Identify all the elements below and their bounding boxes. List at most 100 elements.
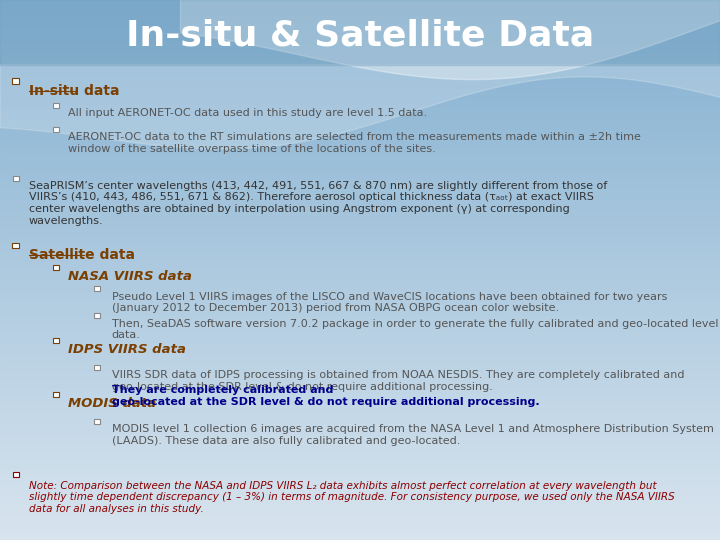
Bar bbox=[0, 472, 720, 475]
Bar bbox=[0, 251, 720, 254]
Bar bbox=[0, 432, 720, 435]
Text: VIIRS SDR data of IDPS processing is obtained from NOAA NESDIS. They are complet: VIIRS SDR data of IDPS processing is obt… bbox=[112, 370, 684, 392]
Bar bbox=[0, 248, 720, 251]
Bar bbox=[0, 400, 720, 402]
Bar bbox=[0, 254, 720, 256]
Bar bbox=[0, 294, 720, 297]
Bar bbox=[0, 429, 720, 432]
Text: Satellite data: Satellite data bbox=[29, 248, 135, 262]
Bar bbox=[0, 170, 720, 173]
Bar bbox=[0, 535, 720, 537]
Text: Note: Comparison between the NASA and IDPS VIIRS L₂ data exhibits almost perfect: Note: Comparison between the NASA and ID… bbox=[29, 481, 675, 514]
Bar bbox=[0, 192, 720, 194]
Bar bbox=[0, 413, 720, 416]
Bar bbox=[0, 275, 720, 278]
Text: In-situ & Satellite Data: In-situ & Satellite Data bbox=[126, 18, 594, 52]
Text: Pseudo Level 1 VIIRS images of the LISCO and WaveCIS locations have been obtaine: Pseudo Level 1 VIIRS images of the LISCO… bbox=[112, 292, 667, 313]
Bar bbox=[0, 424, 720, 427]
Bar bbox=[0, 94, 720, 97]
Text: SeaPRISM’s center wavelengths (413, 442, 491, 551, 667 & 870 nm) are slightly di: SeaPRISM’s center wavelengths (413, 442,… bbox=[29, 181, 607, 226]
Bar bbox=[0, 57, 720, 59]
Bar bbox=[0, 138, 720, 140]
Bar bbox=[0, 340, 720, 343]
Bar bbox=[0, 489, 720, 491]
Bar bbox=[0, 124, 720, 127]
Text: All input AERONET-OC data used in this study are level 1.5 data.: All input AERONET-OC data used in this s… bbox=[68, 108, 428, 118]
Bar bbox=[0, 62, 720, 65]
Bar bbox=[0, 510, 720, 513]
Bar bbox=[0, 178, 720, 181]
Bar bbox=[0, 448, 720, 451]
Bar bbox=[0, 475, 720, 478]
Bar bbox=[0, 176, 720, 178]
Bar bbox=[0, 68, 720, 70]
Text: AERONET-OC data to the RT simulations are selected from the measurements made wi: AERONET-OC data to the RT simulations ar… bbox=[68, 132, 642, 154]
Bar bbox=[0, 497, 720, 500]
Bar bbox=[0, 140, 720, 143]
Bar bbox=[0, 51, 720, 54]
Bar bbox=[0, 14, 720, 16]
Bar bbox=[0, 491, 720, 494]
Bar bbox=[0, 354, 720, 356]
Bar bbox=[0, 184, 720, 186]
Bar bbox=[0, 316, 720, 319]
Bar bbox=[0, 154, 720, 157]
FancyBboxPatch shape bbox=[94, 313, 101, 319]
Bar bbox=[0, 481, 720, 483]
Bar bbox=[0, 238, 720, 240]
Bar bbox=[0, 273, 720, 275]
Text: IDPS VIIRS data: IDPS VIIRS data bbox=[68, 343, 186, 356]
Bar bbox=[0, 408, 720, 410]
Bar bbox=[0, 389, 720, 392]
Bar bbox=[0, 324, 720, 327]
Bar bbox=[0, 416, 720, 418]
FancyBboxPatch shape bbox=[94, 419, 101, 423]
Bar bbox=[0, 305, 720, 308]
Bar bbox=[0, 348, 720, 351]
Bar bbox=[0, 310, 720, 313]
Bar bbox=[0, 111, 720, 113]
Bar bbox=[0, 435, 720, 437]
Bar bbox=[0, 46, 720, 49]
Bar bbox=[0, 162, 720, 165]
FancyBboxPatch shape bbox=[53, 338, 59, 342]
Bar bbox=[0, 456, 720, 459]
Bar bbox=[0, 356, 720, 359]
Bar bbox=[0, 505, 720, 508]
Text: NASA VIIRS data: NASA VIIRS data bbox=[68, 270, 192, 283]
Bar bbox=[0, 32, 720, 35]
Bar bbox=[0, 270, 720, 273]
FancyBboxPatch shape bbox=[53, 103, 59, 107]
Text: In-situ data: In-situ data bbox=[29, 84, 120, 98]
Bar bbox=[0, 208, 720, 211]
FancyBboxPatch shape bbox=[12, 176, 19, 180]
Bar bbox=[0, 335, 720, 338]
Bar bbox=[0, 11, 720, 14]
FancyBboxPatch shape bbox=[12, 243, 19, 248]
Bar bbox=[0, 364, 720, 367]
Bar bbox=[0, 132, 720, 135]
Bar bbox=[0, 246, 720, 248]
Bar bbox=[0, 410, 720, 413]
Bar bbox=[0, 130, 720, 132]
Bar bbox=[0, 332, 720, 335]
Bar bbox=[0, 513, 720, 516]
FancyBboxPatch shape bbox=[53, 265, 59, 269]
Bar bbox=[0, 54, 720, 57]
Bar bbox=[0, 494, 720, 497]
Bar bbox=[0, 308, 720, 310]
Bar bbox=[0, 108, 720, 111]
Bar bbox=[0, 343, 720, 346]
Bar bbox=[0, 81, 720, 84]
Bar bbox=[0, 35, 720, 38]
Bar bbox=[0, 230, 720, 232]
Bar bbox=[0, 78, 720, 81]
Bar bbox=[0, 189, 720, 192]
Bar bbox=[0, 232, 720, 235]
Bar bbox=[0, 100, 720, 103]
Bar bbox=[0, 224, 720, 227]
Bar bbox=[0, 470, 720, 472]
Bar bbox=[0, 227, 720, 229]
Bar bbox=[0, 151, 720, 154]
Text: They are completely calibrated and
geo-located at the SDR level & do not require: They are completely calibrated and geo-l… bbox=[112, 385, 539, 407]
